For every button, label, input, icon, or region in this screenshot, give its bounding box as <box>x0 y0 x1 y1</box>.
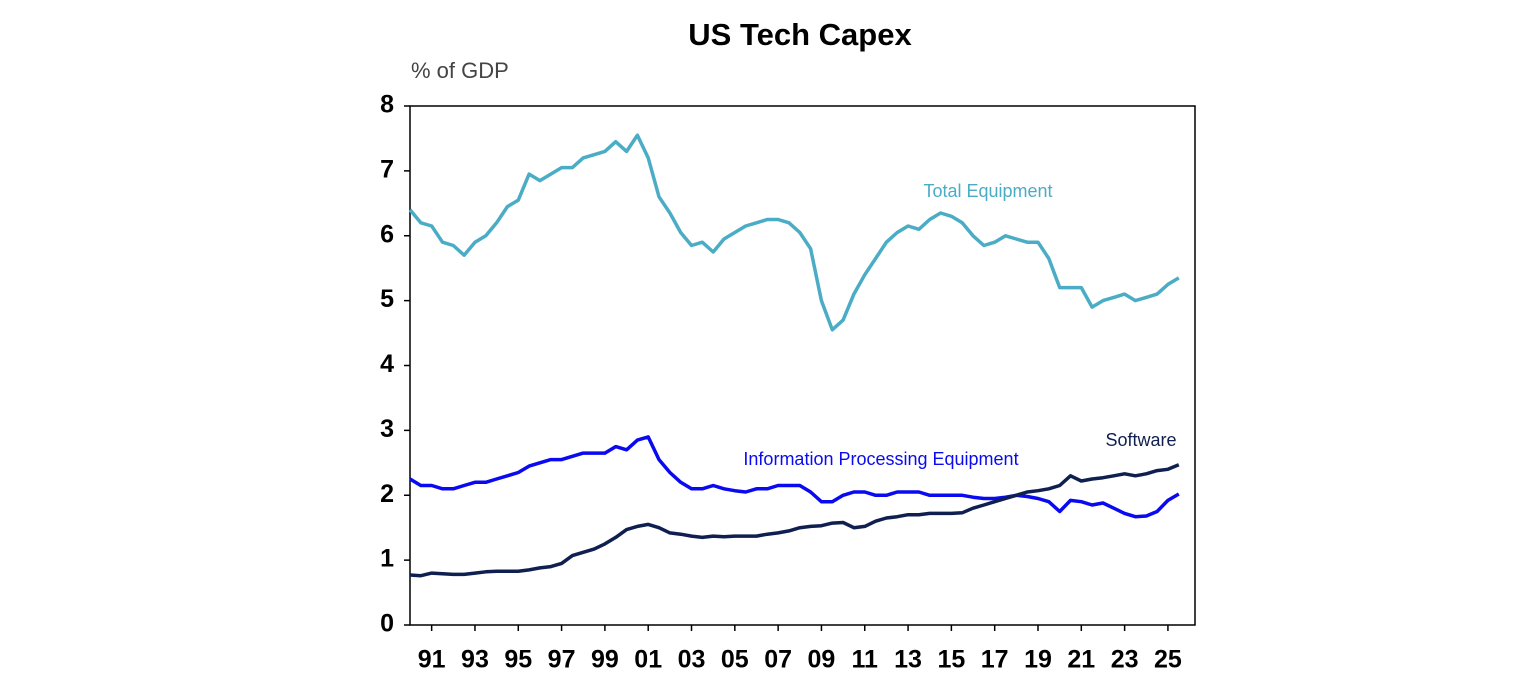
chart-title: US Tech Capex <box>688 17 912 52</box>
x-tick-label: 99 <box>591 646 619 674</box>
y-tick-label: 4 <box>380 350 394 378</box>
x-tick-label: 23 <box>1111 646 1139 674</box>
series-line <box>409 463 1180 578</box>
x-tick-label: 25 <box>1154 646 1182 674</box>
series-label: Total Equipment <box>923 181 1052 201</box>
y-tick-label: 7 <box>380 155 394 183</box>
y-tick-label: 0 <box>380 610 394 638</box>
series-label: Information Processing Equipment <box>743 449 1018 469</box>
y-tick-label: 6 <box>380 220 394 248</box>
y-axis-label: % of GDP <box>411 58 509 83</box>
x-tick-label: 13 <box>894 646 922 674</box>
x-tick-label: 97 <box>548 646 576 674</box>
y-tick-label: 5 <box>380 285 394 313</box>
x-tick-label: 15 <box>937 646 965 674</box>
y-tick-label: 2 <box>380 480 394 508</box>
plot-frame <box>409 105 1196 626</box>
y-tick-label: 1 <box>380 545 394 573</box>
x-tick-label: 05 <box>721 646 749 674</box>
x-tick-label: 11 <box>852 646 879 674</box>
y-tick-label: 3 <box>380 415 394 443</box>
x-tick-label: 93 <box>461 646 489 674</box>
x-tick-label: 19 <box>1024 646 1052 674</box>
x-tick-label: 03 <box>678 646 706 674</box>
x-tick-label: 95 <box>504 646 532 674</box>
x-tick-label: 91 <box>418 646 446 674</box>
y-tick-label: 8 <box>380 91 394 119</box>
x-tick-label: 09 <box>808 646 836 674</box>
x-tick-label: 21 <box>1067 646 1095 674</box>
series-line <box>408 133 1180 332</box>
x-tick-label: 01 <box>634 646 662 674</box>
series-label: Software <box>1105 430 1176 450</box>
series-line <box>409 435 1180 519</box>
x-tick-label: 07 <box>764 646 792 674</box>
x-tick-label: 17 <box>981 646 1009 674</box>
